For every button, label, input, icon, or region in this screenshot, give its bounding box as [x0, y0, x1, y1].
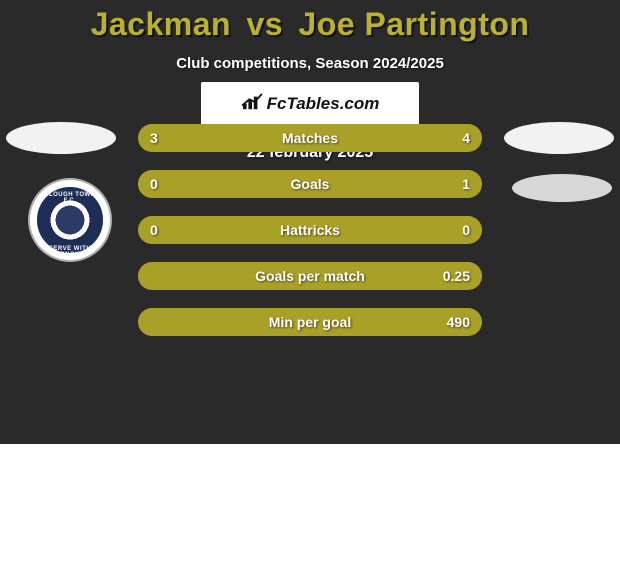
chart-icon [241, 93, 263, 116]
club-badge-inner: SLOUGH TOWN F.C. SERVE WITH HONOUR [37, 187, 103, 253]
comparison-card: Jackman vs Joe Partington Club competiti… [0, 0, 620, 444]
stat-right-value: 0 [462, 216, 470, 244]
stat-left-value: 0 [150, 170, 158, 198]
stat-right-value: 0.25 [443, 262, 470, 290]
stat-row: 0.25Goals per match [138, 262, 482, 290]
subtitle: Club competitions, Season 2024/2025 [0, 55, 620, 72]
club-badge-text: SLOUGH TOWN F.C. SERVE WITH HONOUR [40, 190, 100, 250]
player1-name: Jackman [91, 6, 231, 42]
badge-text-bottom: SERVE WITH HONOUR [40, 246, 100, 258]
stat-row: 490Min per goal [138, 308, 482, 336]
stat-right-value: 1 [462, 170, 470, 198]
badge-text-top: SLOUGH TOWN F.C. [40, 192, 100, 204]
brand-text: FcTables.com [267, 94, 380, 114]
stat-left-value: 0 [150, 216, 158, 244]
stat-left-value: 3 [150, 124, 158, 152]
stat-row: 0 0Hattricks [138, 216, 482, 244]
stat-row: 0 1Goals [138, 170, 482, 198]
vs-text: vs [246, 6, 283, 42]
stat-row: 3 4Matches [138, 124, 482, 152]
page-title: Jackman vs Joe Partington [0, 0, 620, 43]
stat-label: Goals [138, 170, 482, 198]
stat-label: Min per goal [138, 308, 482, 336]
stat-label: Goals per match [138, 262, 482, 290]
player2-crest-placeholder [504, 122, 614, 154]
stat-right-value: 4 [462, 124, 470, 152]
brand-box: FcTables.com [201, 82, 419, 126]
player2-crest-placeholder-2 [512, 174, 612, 202]
club-badge: SLOUGH TOWN F.C. SERVE WITH HONOUR [28, 178, 112, 262]
player1-crest-placeholder [6, 122, 116, 154]
stat-label: Matches [138, 124, 482, 152]
stat-label: Hattricks [138, 216, 482, 244]
stat-right-value: 490 [447, 308, 470, 336]
player2-name: Joe Partington [298, 6, 529, 42]
stats-block: 34Matches01Goals00Hattricks0.25Goals per… [138, 124, 482, 354]
